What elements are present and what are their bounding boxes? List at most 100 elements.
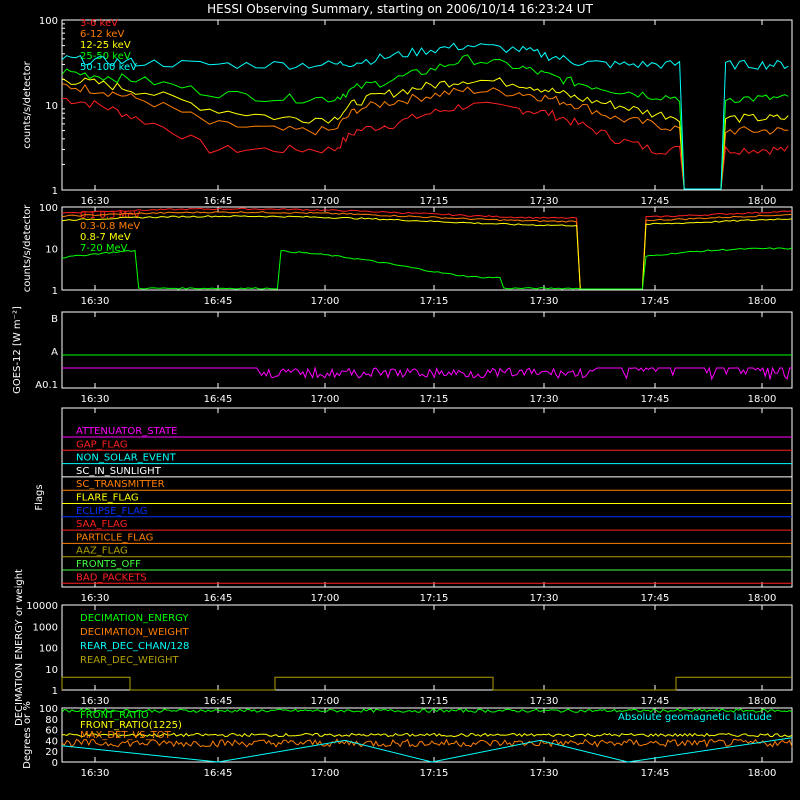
flag-label: ECLIPSE_FLAG	[76, 506, 147, 517]
flags-panel-xtick-label: 16:45	[204, 593, 233, 604]
low-energy-series-0	[61, 97, 789, 190]
flag-label: SAA_FLAG	[76, 519, 127, 530]
decimation-panel-frame	[61, 604, 793, 691]
ratios-series-2	[61, 738, 793, 748]
decimation-legend-item: DECIMATION_ENERGY	[80, 613, 189, 624]
flag-label: PARTICLE_FLAG	[76, 532, 153, 543]
high-energy-legend-item: 0.3-0.8 MeV	[80, 221, 140, 232]
decimation-legend-item: REAR_DEC_CHAN/128	[80, 641, 189, 652]
low-energy-panel-xtick-label: 17:15	[420, 196, 449, 207]
flags-panel-xtick-label: 17:15	[420, 593, 449, 604]
decimation-ytick-label: 1	[52, 686, 58, 697]
low-energy-panel-xtick-label: 17:00	[311, 196, 340, 207]
figure-title: HESSI Observing Summary, starting on 200…	[207, 2, 593, 16]
high-energy-panel-xtick-label: 17:30	[530, 296, 559, 307]
high-energy-ytick-label: 100	[39, 203, 58, 214]
goes-ytick-label: B	[51, 314, 58, 325]
low-energy-panel-xtick-label: 16:30	[81, 196, 110, 207]
high-energy-panel-xtick-label: 17:45	[641, 296, 670, 307]
low-energy-legend-item: 3-6 keV	[80, 18, 118, 29]
high-energy-series-0	[61, 207, 793, 290]
low-energy-panel-xtick-label: 17:45	[641, 196, 670, 207]
ratios-panel-xtick-label: 17:30	[530, 768, 559, 779]
ratios-panel-xtick-label: 16:30	[81, 768, 110, 779]
ratios-ytick-label: 80	[45, 715, 58, 726]
low-energy-legend-item: 25-50 keV	[80, 51, 131, 62]
ratios-ytick-label: 20	[45, 747, 58, 758]
flag-label: SC_TRANSMITTER	[76, 479, 165, 490]
goes-panel-xtick-label: 17:45	[641, 394, 670, 405]
goes-panel-xtick-label: 16:30	[81, 394, 110, 405]
low-energy-ytick-label: 100	[39, 16, 58, 27]
goes-panel-xtick-label: 17:00	[311, 394, 340, 405]
low-energy-panel-xtick-label: 16:45	[204, 196, 233, 207]
ratios-panel-xtick-label: 17:00	[311, 768, 340, 779]
ratios-series-0	[61, 708, 793, 713]
low-energy-legend-item: 50-100 keV	[80, 62, 137, 73]
low-energy-legend-item: 6-12 keV	[80, 29, 124, 40]
decimation-ytick-label: 10	[45, 665, 58, 676]
flag-label: GAP_FLAG	[76, 439, 128, 450]
decimation-panel-xtick-label: 16:45	[204, 696, 233, 707]
ratios-panel-xtick-label: 17:15	[420, 768, 449, 779]
ratios-panel-xtick-label: 16:45	[204, 768, 233, 779]
high-energy-ytick-label: 10	[45, 245, 58, 256]
flag-label: BAD_PACKETS	[76, 572, 147, 583]
high-energy-panel-xtick-label: 17:00	[311, 296, 340, 307]
ratios-panel-xtick-label: 18:00	[748, 768, 777, 779]
low-energy-series-4	[61, 42, 789, 190]
goes-ytick-label: A0.1	[35, 380, 58, 391]
ratios-legend-item: MAX_DET_VS_TOT	[80, 730, 172, 741]
goes-panel-frame	[61, 311, 793, 389]
flags-panel-xtick-label: 18:00	[748, 593, 777, 604]
decimation-panel-xtick-label: 16:30	[81, 696, 110, 707]
high-energy-legend-item: 7-20 MeV	[80, 243, 128, 254]
decimation-panel-xtick-label: 18:00	[748, 696, 777, 707]
flags-panel-xtick-label: 17:45	[641, 593, 670, 604]
y-axis-label: DECIMATION ENERGY or weight	[14, 569, 25, 726]
high-energy-panel-xtick-label: 17:15	[420, 296, 449, 307]
ratios-ytick-label: 0	[52, 758, 58, 769]
decimation-panel-xtick-label: 17:15	[420, 696, 449, 707]
high-energy-legend-item: 0.1-0.3 MeV	[80, 210, 140, 221]
low-energy-series-2	[61, 77, 789, 190]
flag-label: AAZ_FLAG	[76, 546, 128, 557]
high-energy-series-1	[61, 211, 793, 290]
flag-label: ATTENUATOR_STATE	[76, 426, 177, 437]
high-energy-panel-xtick-label: 16:30	[81, 296, 110, 307]
high-energy-legend-item: 0.8-7 MeV	[80, 232, 131, 243]
y-axis-label: counts/s/detector	[22, 204, 33, 292]
flag-label: FLARE_FLAG	[76, 493, 139, 504]
ratios-ytick-label: 100	[39, 704, 58, 715]
low-energy-panel-xtick-label: 18:00	[748, 196, 777, 207]
high-energy-panel-xtick-label: 16:45	[204, 296, 233, 307]
decimation-legend-item: REAR_DEC_WEIGHT	[80, 655, 179, 666]
flags-panel-xtick-label: 17:30	[530, 593, 559, 604]
flag-label: NON_SOLAR_EVENT	[76, 453, 177, 464]
decimation-rear-weight	[61, 676, 792, 691]
decimation-ytick-label: 100	[39, 644, 58, 655]
decimation-panel-xtick-label: 17:30	[530, 696, 559, 707]
high-energy-series-2	[61, 215, 793, 290]
y-axis-label: GOES-12 [W m⁻²]	[12, 306, 23, 394]
flags-panel-frame	[61, 407, 793, 588]
goes-panel-xtick-label: 17:30	[530, 394, 559, 405]
decimation-ytick-label: 10000	[26, 601, 58, 612]
low-energy-panel-frame	[61, 19, 793, 191]
flag-label: SC_IN_SUNLIGHT	[76, 466, 162, 477]
goes-ytick-label: A	[51, 347, 58, 358]
ratios-ytick-label: 60	[45, 726, 58, 737]
ratios-legend-item: FRONT_RATIO(1225)	[80, 720, 182, 731]
ratios-legend-item: FRONT_RATIO	[80, 710, 149, 721]
flag-label: FRONTS_OFF	[76, 559, 141, 570]
decimation-ytick-label: 1000	[33, 622, 58, 633]
low-energy-ytick-label: 1	[52, 186, 58, 197]
decimation-panel-xtick-label: 17:00	[311, 696, 340, 707]
goes-panel-xtick-label: 17:15	[420, 394, 449, 405]
low-energy-series-1	[61, 83, 789, 190]
goes-short-channel	[62, 366, 792, 381]
high-energy-panel-xtick-label: 18:00	[748, 296, 777, 307]
ratios-geomag-latitude	[61, 737, 793, 763]
ratios-panel-xtick-label: 17:45	[641, 768, 670, 779]
